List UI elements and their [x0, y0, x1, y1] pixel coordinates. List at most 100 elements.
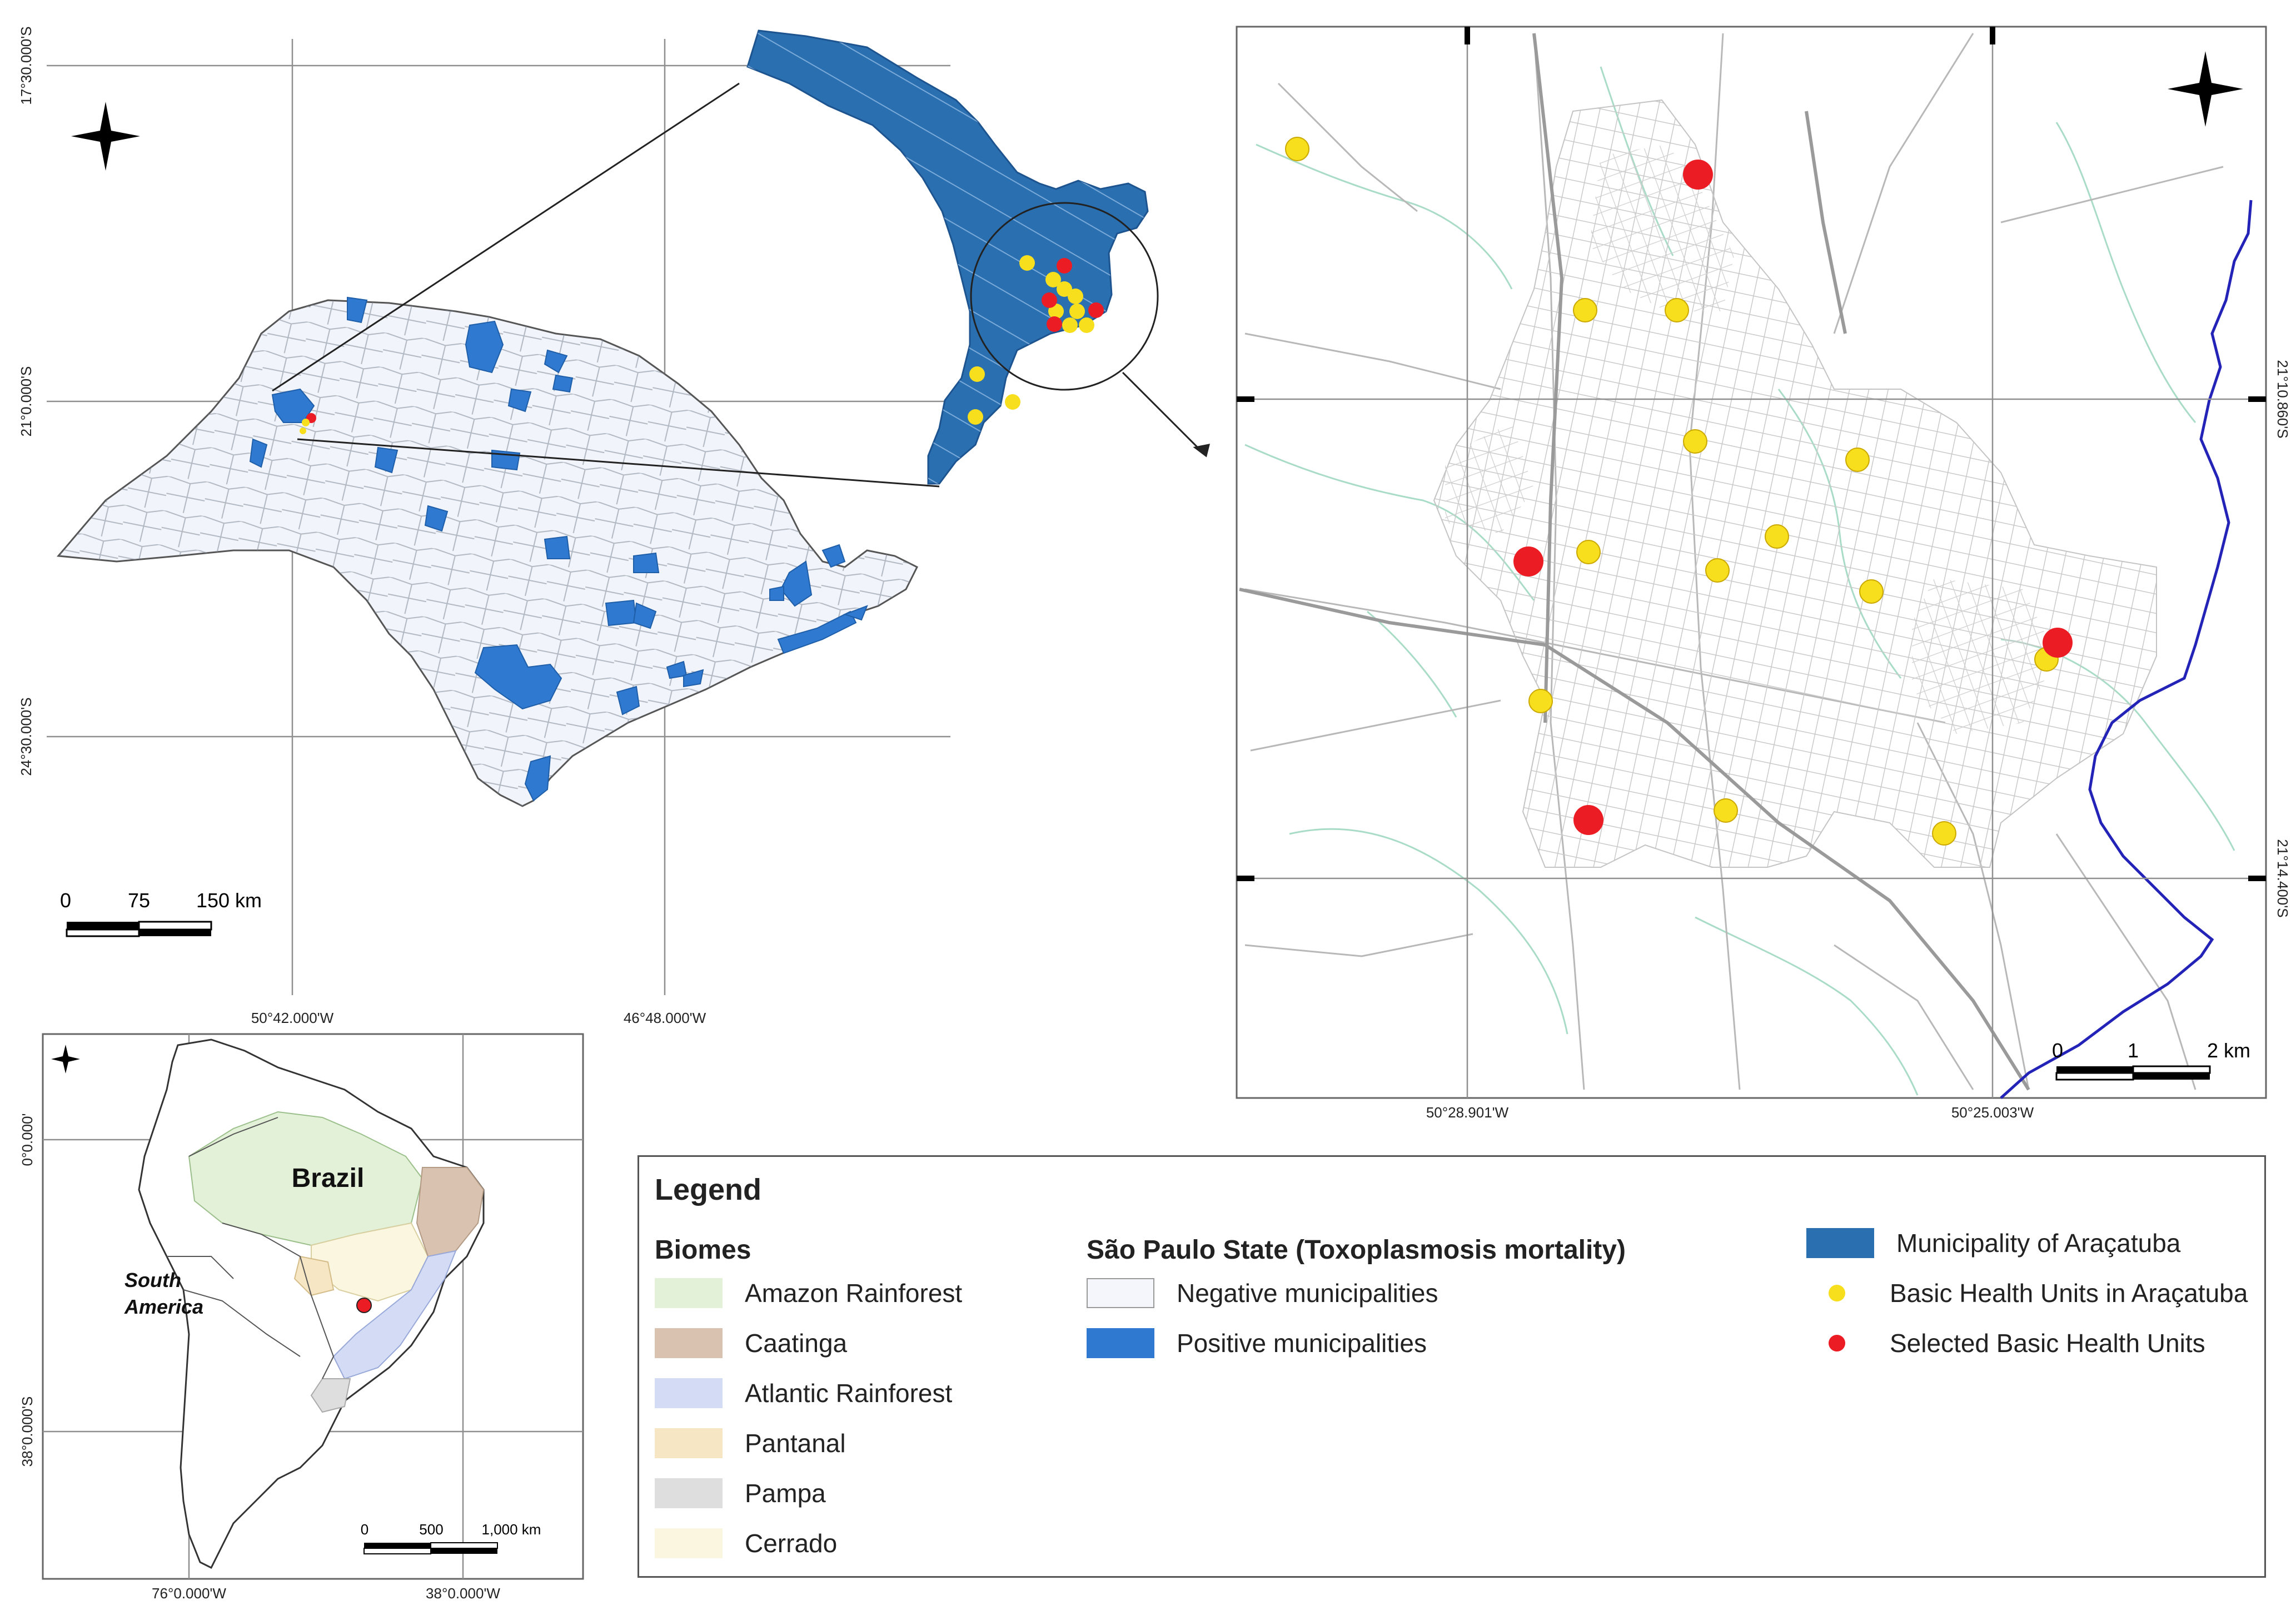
health-unit [1285, 137, 1309, 161]
health-unit [1528, 689, 1553, 713]
pampa-swatch [655, 1478, 723, 1508]
zoom-connector-lines [272, 82, 1211, 488]
north-arrow-icon [51, 1045, 80, 1074]
caatinga-swatch [655, 1328, 723, 1358]
legend-item-label: Amazon Rainforest [745, 1279, 963, 1308]
health-unit [1576, 540, 1601, 564]
sa-scale-tick: 0 [361, 1521, 368, 1538]
selected-health-unit [1573, 805, 1603, 835]
health-unit [1683, 429, 1707, 454]
city-scale-tick: 0 [2052, 1039, 2063, 1062]
sp-lat-label: 24°30.000'S [18, 697, 34, 776]
aracatuba-location-marker [300, 413, 316, 434]
pantanal-swatch [655, 1428, 723, 1458]
city-grid [1237, 27, 2266, 1098]
legend-item-amazon: Amazon Rainforest [655, 1278, 962, 1308]
selected-health-unit [2043, 628, 2073, 658]
health-unit [1714, 798, 1738, 823]
legend-title: Legend [655, 1173, 762, 1206]
legend-item-label: Caatinga [745, 1329, 848, 1358]
positive-municipalities [249, 296, 868, 802]
city-lon-label: 50°25.003'W [1951, 1104, 2034, 1121]
city-grid-ticks [1237, 27, 2266, 881]
sa-lat-label: 38°0.000'S [19, 1397, 36, 1467]
aracatuba-urban-circle [970, 202, 1159, 391]
legend-item-negative: Negative municipalities [1087, 1278, 1438, 1308]
legend-item-label: Basic Health Units in Araçatuba [1890, 1279, 2248, 1308]
sa-lon-label: 76°0.000'W [152, 1585, 226, 1602]
city-lon-label: 50°28.901'W [1426, 1104, 1509, 1121]
north-arrow-icon [2168, 51, 2243, 127]
city-scale-tick: 1 [2128, 1039, 2139, 1062]
legend-item-label: Pantanal [745, 1429, 846, 1458]
south-america-map: Brazil South America 0 500 1,000 km 0°0.… [19, 1033, 584, 1602]
sp-lat-label: 21°0.000'S [18, 366, 34, 437]
sa-scale-tick: 1,000 km [482, 1521, 541, 1538]
sp-scale-tick: 0 [60, 889, 71, 912]
sao-paulo-state-map: 17°30.000'S 21°0.000'S 24°30.000'S 50°42… [18, 26, 1211, 1026]
biome-pantanal [293, 1255, 335, 1296]
city-lat-label: 21°14.400'S [2274, 839, 2291, 917]
legend-item-health-units: Basic Health Units in Araçatuba [1806, 1278, 2248, 1308]
legend-item-caatinga: Caatinga [655, 1328, 847, 1358]
amazon-swatch [655, 1278, 723, 1308]
legend-item-atlantic: Atlantic Rainforest [655, 1378, 952, 1408]
legend-item-pantanal: Pantanal [655, 1428, 846, 1458]
sa-scale-bar: 0 500 1,000 km [361, 1521, 541, 1554]
city-scale-bar: 0 1 2 km [2052, 1039, 2250, 1081]
aracatuba-location-dot [356, 1298, 372, 1313]
health-unit [1845, 448, 1870, 472]
legend-item-label: Negative municipalities [1177, 1279, 1438, 1308]
enlarged-health-units [968, 255, 1104, 425]
health-unit [1705, 558, 1730, 583]
atlantic-swatch [655, 1378, 723, 1408]
continent-label: America [124, 1295, 203, 1318]
biomes-heading: Biomes [655, 1235, 751, 1265]
city-scale-tick: 2 km [2207, 1039, 2250, 1062]
legend-item-positive: Positive municipalities [1087, 1328, 1427, 1358]
legend-item-cerrado: Cerrado [655, 1528, 837, 1558]
legend-item-label: Cerrado [745, 1529, 838, 1558]
health-unit [1932, 821, 1956, 846]
municipality-swatch [1806, 1228, 1874, 1258]
selected-health-unit [1513, 546, 1543, 577]
sp-lon-label: 50°42.000'W [251, 1010, 334, 1026]
city-lat-label: 21°10.860'S [2274, 360, 2291, 438]
positive-swatch [1087, 1328, 1154, 1358]
legend-item-pampa: Pampa [655, 1478, 826, 1508]
legend-item-label: Selected Basic Health Units [1890, 1329, 2205, 1358]
sa-lon-label: 38°0.000'W [426, 1585, 500, 1602]
yellow-dot-icon [1829, 1285, 1845, 1301]
legend-item-selected-units: Selected Basic Health Units [1806, 1328, 2205, 1358]
legend-item-label: Positive municipalities [1177, 1329, 1427, 1358]
municipal-boundary [2000, 200, 2253, 1099]
sp-scale-tick: 150 km [196, 889, 262, 912]
legend: Legend Biomes Amazon Rainforest Caatinga… [637, 1155, 2266, 1578]
legend-item-label: Municipality of Araçatuba [1896, 1229, 2181, 1258]
biome-atlantic-forest [332, 1250, 457, 1380]
sao-paulo-heading: São Paulo State (Toxoplasmosis mortality… [1087, 1235, 1626, 1265]
selected-health-units [1513, 160, 2073, 835]
legend-item-municipality: Municipality of Araçatuba [1806, 1228, 2180, 1258]
continent-label: South [124, 1269, 181, 1291]
health-unit [1665, 298, 1689, 322]
red-dot-icon [1829, 1335, 1845, 1351]
sp-scale-bar: 0 75 150 km [60, 889, 262, 937]
health-unit [1859, 579, 1884, 604]
sp-lon-label: 46°48.000'W [624, 1010, 706, 1026]
negative-swatch [1087, 1278, 1154, 1308]
health-unit [1765, 524, 1789, 549]
sp-lat-label: 17°30.000'S [18, 26, 34, 105]
legend-item-label: Atlantic Rainforest [745, 1379, 953, 1408]
biome-caatinga [416, 1167, 485, 1258]
selected-health-unit [1683, 160, 1713, 190]
brazil-label: Brazil [292, 1164, 365, 1193]
health-unit [1573, 298, 1597, 322]
biome-pampa [310, 1378, 351, 1413]
cerrado-swatch [655, 1528, 723, 1558]
sp-scale-tick: 75 [128, 889, 150, 912]
aracatuba-city-map: 0 1 2 km 21°10.860'S 21°14.400'S 50°28.9… [1236, 26, 2291, 1121]
sa-lat-label: 0°0.000' [19, 1114, 36, 1166]
legend-item-label: Pampa [745, 1479, 826, 1508]
